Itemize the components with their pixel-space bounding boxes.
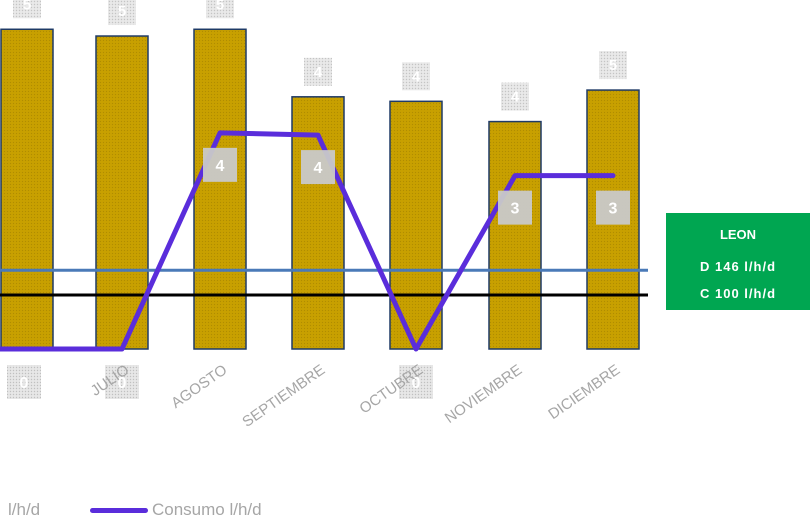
- bar-value-label-1: 5: [23, 0, 31, 13]
- bar-value-label-box-2: [108, 0, 136, 26]
- consumo-label-2: 0: [118, 375, 127, 392]
- legend-consumo-swatch: [90, 507, 148, 513]
- bar-value-label-box-1: [13, 0, 41, 19]
- bar-value-label-box-7: [599, 51, 627, 80]
- bar-6: [488, 120, 542, 350]
- consumo-label-box-4: [301, 150, 335, 185]
- bar-value-label-box-4: [304, 57, 332, 86]
- bar-value-label-box-3: [206, 0, 234, 19]
- consumo-line: [0, 130, 616, 352]
- x-tick-label-6: NOVIEMBRE: [442, 361, 525, 427]
- consumo-label-box-7: [596, 190, 630, 225]
- bar-2: [95, 35, 149, 350]
- info-box-dotacion: D 146 l/h/d: [699, 259, 777, 274]
- x-tick-label-4: SEPTIEMBRE: [239, 361, 328, 430]
- bar-value-label-7: 5: [609, 57, 617, 74]
- info-box-consumo: C 100 l/h/d: [699, 286, 777, 301]
- info-box-leon: LEON D 146 l/h/d C 100 l/h/d: [666, 213, 810, 310]
- bar-value-label-6: 4: [511, 89, 520, 106]
- legend-consumo: Consumo l/h/d: [90, 500, 262, 520]
- bar-value-label-4: 4: [314, 64, 323, 81]
- legend-unit-label: l/h/d: [8, 500, 41, 519]
- consumo-label-4: 4: [314, 160, 323, 177]
- legend-consumo-label: Consumo l/h/d: [152, 500, 262, 519]
- consumo-label-5: 0: [412, 375, 421, 392]
- bar-1: [0, 28, 54, 350]
- consumo-label-1: 0: [20, 375, 29, 392]
- bar-value-label-box-6: [501, 82, 529, 111]
- consumo-label-box-1: [7, 365, 41, 399]
- bar-value-label-3: 5: [216, 0, 224, 13]
- consumo-label-box-6: [498, 190, 532, 225]
- bar-value-label-2: 5: [118, 3, 126, 20]
- consumo-label-box-2: [105, 365, 139, 399]
- bar-value-label-box-5: [402, 62, 430, 91]
- consumo-label-box-3: [203, 147, 237, 182]
- x-tick-label-3: AGOSTO: [168, 361, 230, 412]
- info-box-title: LEON: [719, 227, 757, 242]
- bar-value-label-5: 4: [412, 68, 421, 85]
- consumo-label-6: 3: [511, 201, 520, 218]
- x-tick-label-7: DICIEMBRE: [545, 361, 623, 423]
- consumo-label-7: 3: [609, 201, 618, 218]
- consumo-label-3: 4: [216, 158, 225, 175]
- bar-3: [193, 28, 247, 350]
- consumo-label-box-5: [399, 365, 433, 399]
